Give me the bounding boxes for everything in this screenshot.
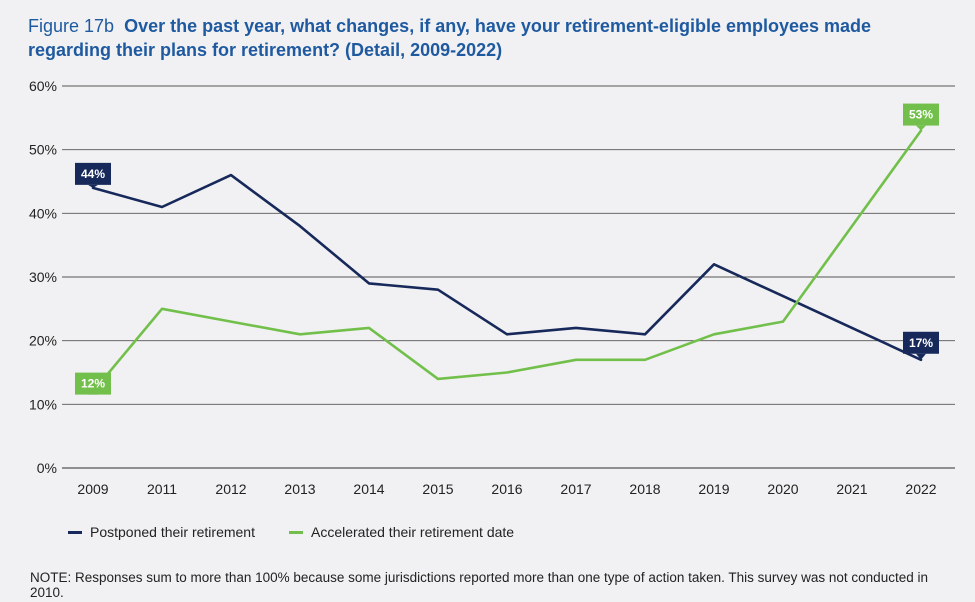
- x-tick-label: 2011: [147, 481, 177, 497]
- data-label-box: [75, 372, 111, 395]
- legend-label-accelerated: Accelerated their retirement date: [310, 524, 515, 540]
- data-label-text: 44%: [81, 167, 105, 181]
- data-label-pointer: [88, 391, 98, 395]
- data-label: 17%: [903, 331, 939, 360]
- legend-label-postponed: Postponed their retirement: [90, 524, 255, 540]
- y-tick-label: 0%: [37, 460, 57, 476]
- legend-item-postponed: Postponed their retirement: [68, 524, 255, 540]
- x-axis-ticks: 2009 2011 2012 2013 2014 2015 2016 2017 2018 2019…: [77, 481, 936, 497]
- x-tick-label: 2016: [491, 481, 522, 497]
- data-label-text: 17%: [909, 336, 933, 350]
- data-label-box: [903, 103, 939, 126]
- y-tick-label: 30%: [29, 269, 57, 285]
- series-line-accelerated: [91, 129, 923, 393]
- y-tick-label: 60%: [29, 78, 57, 94]
- series-line-postponed: [91, 173, 923, 362]
- x-tick-label: 2019: [698, 481, 729, 497]
- x-tick-label: 2009: [77, 481, 108, 497]
- x-tick-label: 2012: [215, 481, 246, 497]
- x-tick-label: 2014: [353, 481, 384, 497]
- data-label-text: 12%: [81, 377, 105, 391]
- y-tick-label: 50%: [29, 142, 57, 158]
- x-tick-label: 2018: [629, 481, 660, 497]
- data-label-pointer: [916, 353, 926, 360]
- data-label: 53%: [903, 103, 939, 131]
- data-label: 44%: [75, 162, 111, 188]
- y-tick-label: 20%: [29, 333, 57, 349]
- gridlines: [62, 85, 955, 469]
- footnote: NOTE: Responses sum to more than 100% be…: [30, 570, 928, 600]
- chart-title: Figure 17b Over the past year, what chan…: [28, 14, 958, 62]
- chart-question: Over the past year, what changes, if any…: [28, 16, 872, 60]
- y-tick-label: 10%: [29, 396, 57, 412]
- line-chart: 0% 10% 20% 30% 40% 50% 60% 2009 2011 2012 2013 201…: [29, 78, 955, 497]
- figure-number: Figure 17b: [28, 16, 115, 36]
- x-tick-label: 2021: [836, 481, 867, 497]
- data-label-box: [903, 331, 939, 354]
- legend-swatch-postponed: [68, 530, 82, 534]
- data-label-pointer: [916, 125, 926, 131]
- x-tick-label: 2017: [560, 481, 591, 497]
- x-tick-label: 2020: [767, 481, 798, 497]
- data-label-box: [75, 162, 111, 185]
- legend-item-accelerated: Accelerated their retirement date: [288, 524, 515, 540]
- x-tick-label: 2013: [284, 481, 315, 497]
- data-label: 12%: [75, 372, 111, 395]
- x-tick-label: 2022: [905, 481, 936, 497]
- series-lines: [91, 129, 923, 393]
- data-label-pointer: [88, 184, 98, 188]
- y-tick-label: 40%: [29, 205, 57, 221]
- y-axis-ticks: 0% 10% 20% 30% 40% 50% 60%: [29, 78, 57, 476]
- x-tick-label: 2015: [422, 481, 453, 497]
- legend-swatch-accelerated: [288, 530, 303, 534]
- data-labels: 44% 17% 12% 53%: [75, 103, 939, 395]
- legend: Postponed their retirement Accelerated t…: [68, 524, 548, 540]
- data-label-text: 53%: [909, 108, 933, 122]
